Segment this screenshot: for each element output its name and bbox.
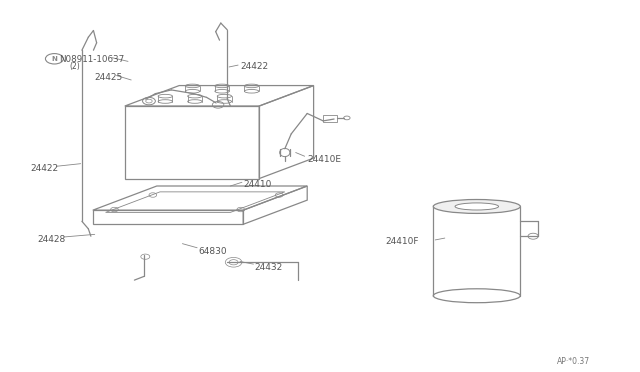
Ellipse shape (433, 199, 520, 214)
Text: 64830: 64830 (198, 247, 227, 256)
Text: 24432: 24432 (255, 263, 283, 272)
Text: 24425: 24425 (95, 73, 123, 81)
Text: 24422: 24422 (31, 164, 59, 173)
Text: 24428: 24428 (37, 235, 65, 244)
Text: 24422: 24422 (240, 62, 268, 71)
Ellipse shape (455, 203, 499, 210)
Text: 24410F: 24410F (385, 237, 419, 246)
Text: (2): (2) (69, 62, 80, 71)
Text: AP·*0.37: AP·*0.37 (557, 357, 590, 366)
Bar (323, 115, 337, 122)
Text: 24410: 24410 (243, 180, 271, 189)
Text: N: N (51, 56, 58, 62)
Text: 24410E: 24410E (307, 155, 341, 164)
Text: N08911-10637: N08911-10637 (59, 55, 124, 64)
